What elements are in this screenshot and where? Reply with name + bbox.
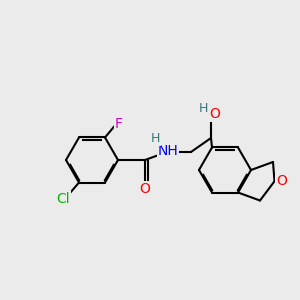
Text: O: O — [140, 182, 150, 196]
Text: H: H — [198, 101, 208, 115]
Text: NH: NH — [158, 144, 178, 158]
Text: Cl: Cl — [56, 191, 70, 206]
Text: O: O — [210, 107, 220, 121]
Text: F: F — [115, 118, 123, 131]
Text: H: H — [150, 131, 160, 145]
Text: O: O — [276, 174, 287, 188]
